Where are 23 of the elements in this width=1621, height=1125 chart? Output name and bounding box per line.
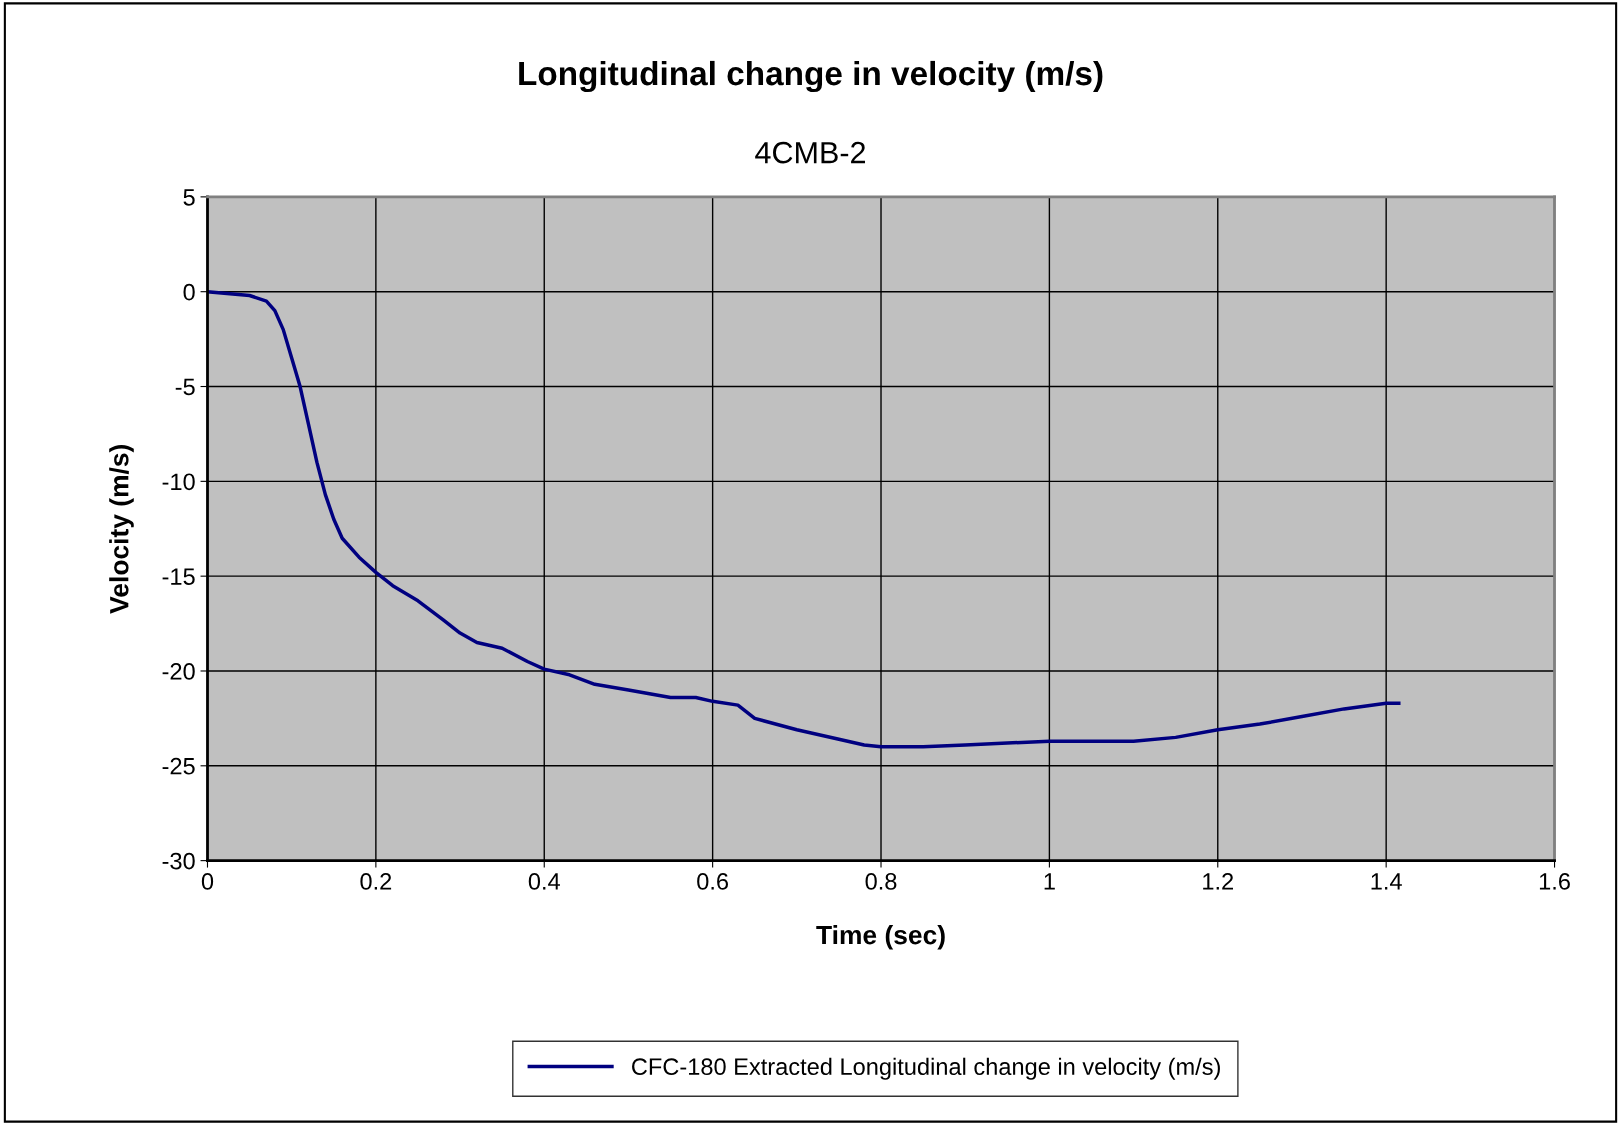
y-tick-label: -30	[162, 852, 195, 870]
x-tick-label: 1.2	[1203, 873, 1233, 890]
line-series	[207, 289, 1401, 749]
x-tick-label: 1.4	[1371, 873, 1402, 890]
x-tick-label: 1	[1044, 873, 1055, 890]
x-tick-label: 0	[201, 873, 214, 890]
y-tick-label: -20	[162, 663, 195, 680]
x-tick-label: 0.2	[360, 873, 392, 890]
y-tick-label: -10	[162, 473, 195, 491]
x-tick-label: 0.4	[528, 873, 560, 890]
y-tick-label: 5	[183, 189, 195, 206]
y-tick-label: 0	[183, 283, 195, 301]
x-tick-label: 1.6	[1539, 873, 1570, 890]
x-axis-title: Time (sec)	[816, 925, 945, 950]
y-tick-label: -25	[162, 757, 195, 775]
y-tick-label: -15	[162, 568, 195, 585]
chart-subtitle: 4CMB-2	[755, 141, 865, 164]
y-axis-title: Velocity (m/s)	[109, 444, 134, 614]
x-tick-label: 0.6	[697, 873, 729, 890]
legend-label: CFC-180 Extracted Longitudinal change in velocity (m/s)	[632, 1057, 1220, 1080]
x-tick-label: 0.8	[865, 873, 897, 890]
y-tick-label: -5	[175, 378, 195, 396]
chart-title: Longitudinal change in velocity (m/s)	[519, 60, 1103, 93]
